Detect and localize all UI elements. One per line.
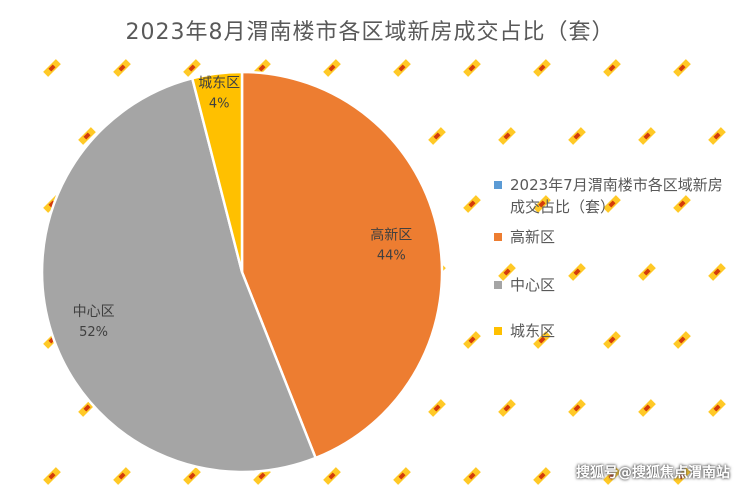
legend-item-series: 2023年7月渭南楼市各区域新房成交占比（套） <box>492 174 732 218</box>
watermark-stamp-6 <box>463 59 481 77</box>
watermark-stamp-38 <box>638 263 656 281</box>
chart-title: 2023年8月渭南楼市各区域新房成交占比（套） <box>125 20 615 45</box>
watermark-stamp-8 <box>603 59 621 77</box>
watermark-stamp-61 <box>113 467 131 485</box>
watermark-stamp-27 <box>533 195 551 213</box>
watermark-stamp-4 <box>323 59 341 77</box>
watermark-stamp-29 <box>673 195 691 213</box>
watermark-stamp-18 <box>638 127 656 145</box>
legend-item-chengdong: 城东区 <box>492 320 732 342</box>
watermark-stamp-28 <box>603 195 621 213</box>
watermark-stamp-62 <box>183 467 201 485</box>
legend-swatch-zhongxin <box>494 281 502 289</box>
watermark-stamp-37 <box>568 263 586 281</box>
watermark-stamp-46 <box>463 331 481 349</box>
watermark-stamp-0 <box>43 59 61 77</box>
legend-label-zhongxin: 中心区 <box>510 276 556 294</box>
watermark-stamp-57 <box>568 399 586 417</box>
watermark-stamp-16 <box>498 127 516 145</box>
pie-slice-2 <box>190 70 244 273</box>
watermark-stamp-5 <box>393 59 411 77</box>
watermark-stamp-59 <box>708 399 726 417</box>
pie-slice-0 <box>240 70 444 460</box>
legend-item-gaoxin: 高新区 <box>492 226 732 248</box>
watermark-stamp-49 <box>673 331 691 349</box>
watermark-stamp-39 <box>708 263 726 281</box>
pie-label-percent-0: 44% <box>377 249 406 264</box>
watermark-stamp-60 <box>43 467 61 485</box>
legend-swatch-gaoxin <box>494 233 502 241</box>
watermark-stamp-19 <box>708 127 726 145</box>
watermark-stamp-9 <box>673 59 691 77</box>
pie-label-name-2: 城东区 <box>198 75 240 91</box>
watermark-stamp-56 <box>498 399 516 417</box>
pie-slice-1 <box>40 76 318 474</box>
pie-labels: 高新区 44% 中心区 52% 城东区 4% <box>73 75 413 340</box>
watermark-stamp-68 <box>603 467 621 485</box>
watermark-stamp-26 <box>463 195 481 213</box>
watermark-stamp-55 <box>428 399 446 417</box>
watermark-stamp-10 <box>78 127 96 145</box>
pie-label-percent-2: 4% <box>209 96 230 111</box>
watermark-stamp-58 <box>638 399 656 417</box>
pie-label-name-1: 中心区 <box>73 304 115 320</box>
chart-legend: 2023年7月渭南楼市各区域新房成交占比（套） 高新区 中心区 城东区 <box>492 174 732 342</box>
watermark-stamp-2 <box>183 59 201 77</box>
watermark-stamp-1 <box>113 59 131 77</box>
footer-watermark: 搜狐号@搜狐焦点渭南站 <box>576 465 730 481</box>
pie-label-percent-1: 52% <box>79 325 108 340</box>
watermark-stamp-69 <box>673 467 691 485</box>
watermark-stamp-66 <box>463 467 481 485</box>
watermark-stamp-7 <box>533 59 551 77</box>
pie-slices <box>40 70 444 474</box>
legend-swatch-chengdong <box>494 327 502 335</box>
watermark-stamp-15 <box>428 127 446 145</box>
pie-label-name-0: 高新区 <box>370 227 412 244</box>
legend-swatch-series <box>494 181 502 189</box>
legend-label-chengdong: 城东区 <box>510 322 556 340</box>
watermark-stamp-67 <box>533 467 551 485</box>
watermark-stamp-65 <box>393 467 411 485</box>
watermark-stamp-36 <box>498 263 516 281</box>
watermark-stamp-47 <box>533 331 551 349</box>
legend-item-zhongxin: 中心区 <box>492 274 732 296</box>
legend-label-gaoxin: 高新区 <box>510 228 556 246</box>
watermark-stamp-64 <box>323 467 341 485</box>
legend-label-series: 2023年7月渭南楼市各区域新房成交占比（套） <box>510 176 723 216</box>
watermark-stamp-17 <box>568 127 586 145</box>
watermark-stamp-48 <box>603 331 621 349</box>
